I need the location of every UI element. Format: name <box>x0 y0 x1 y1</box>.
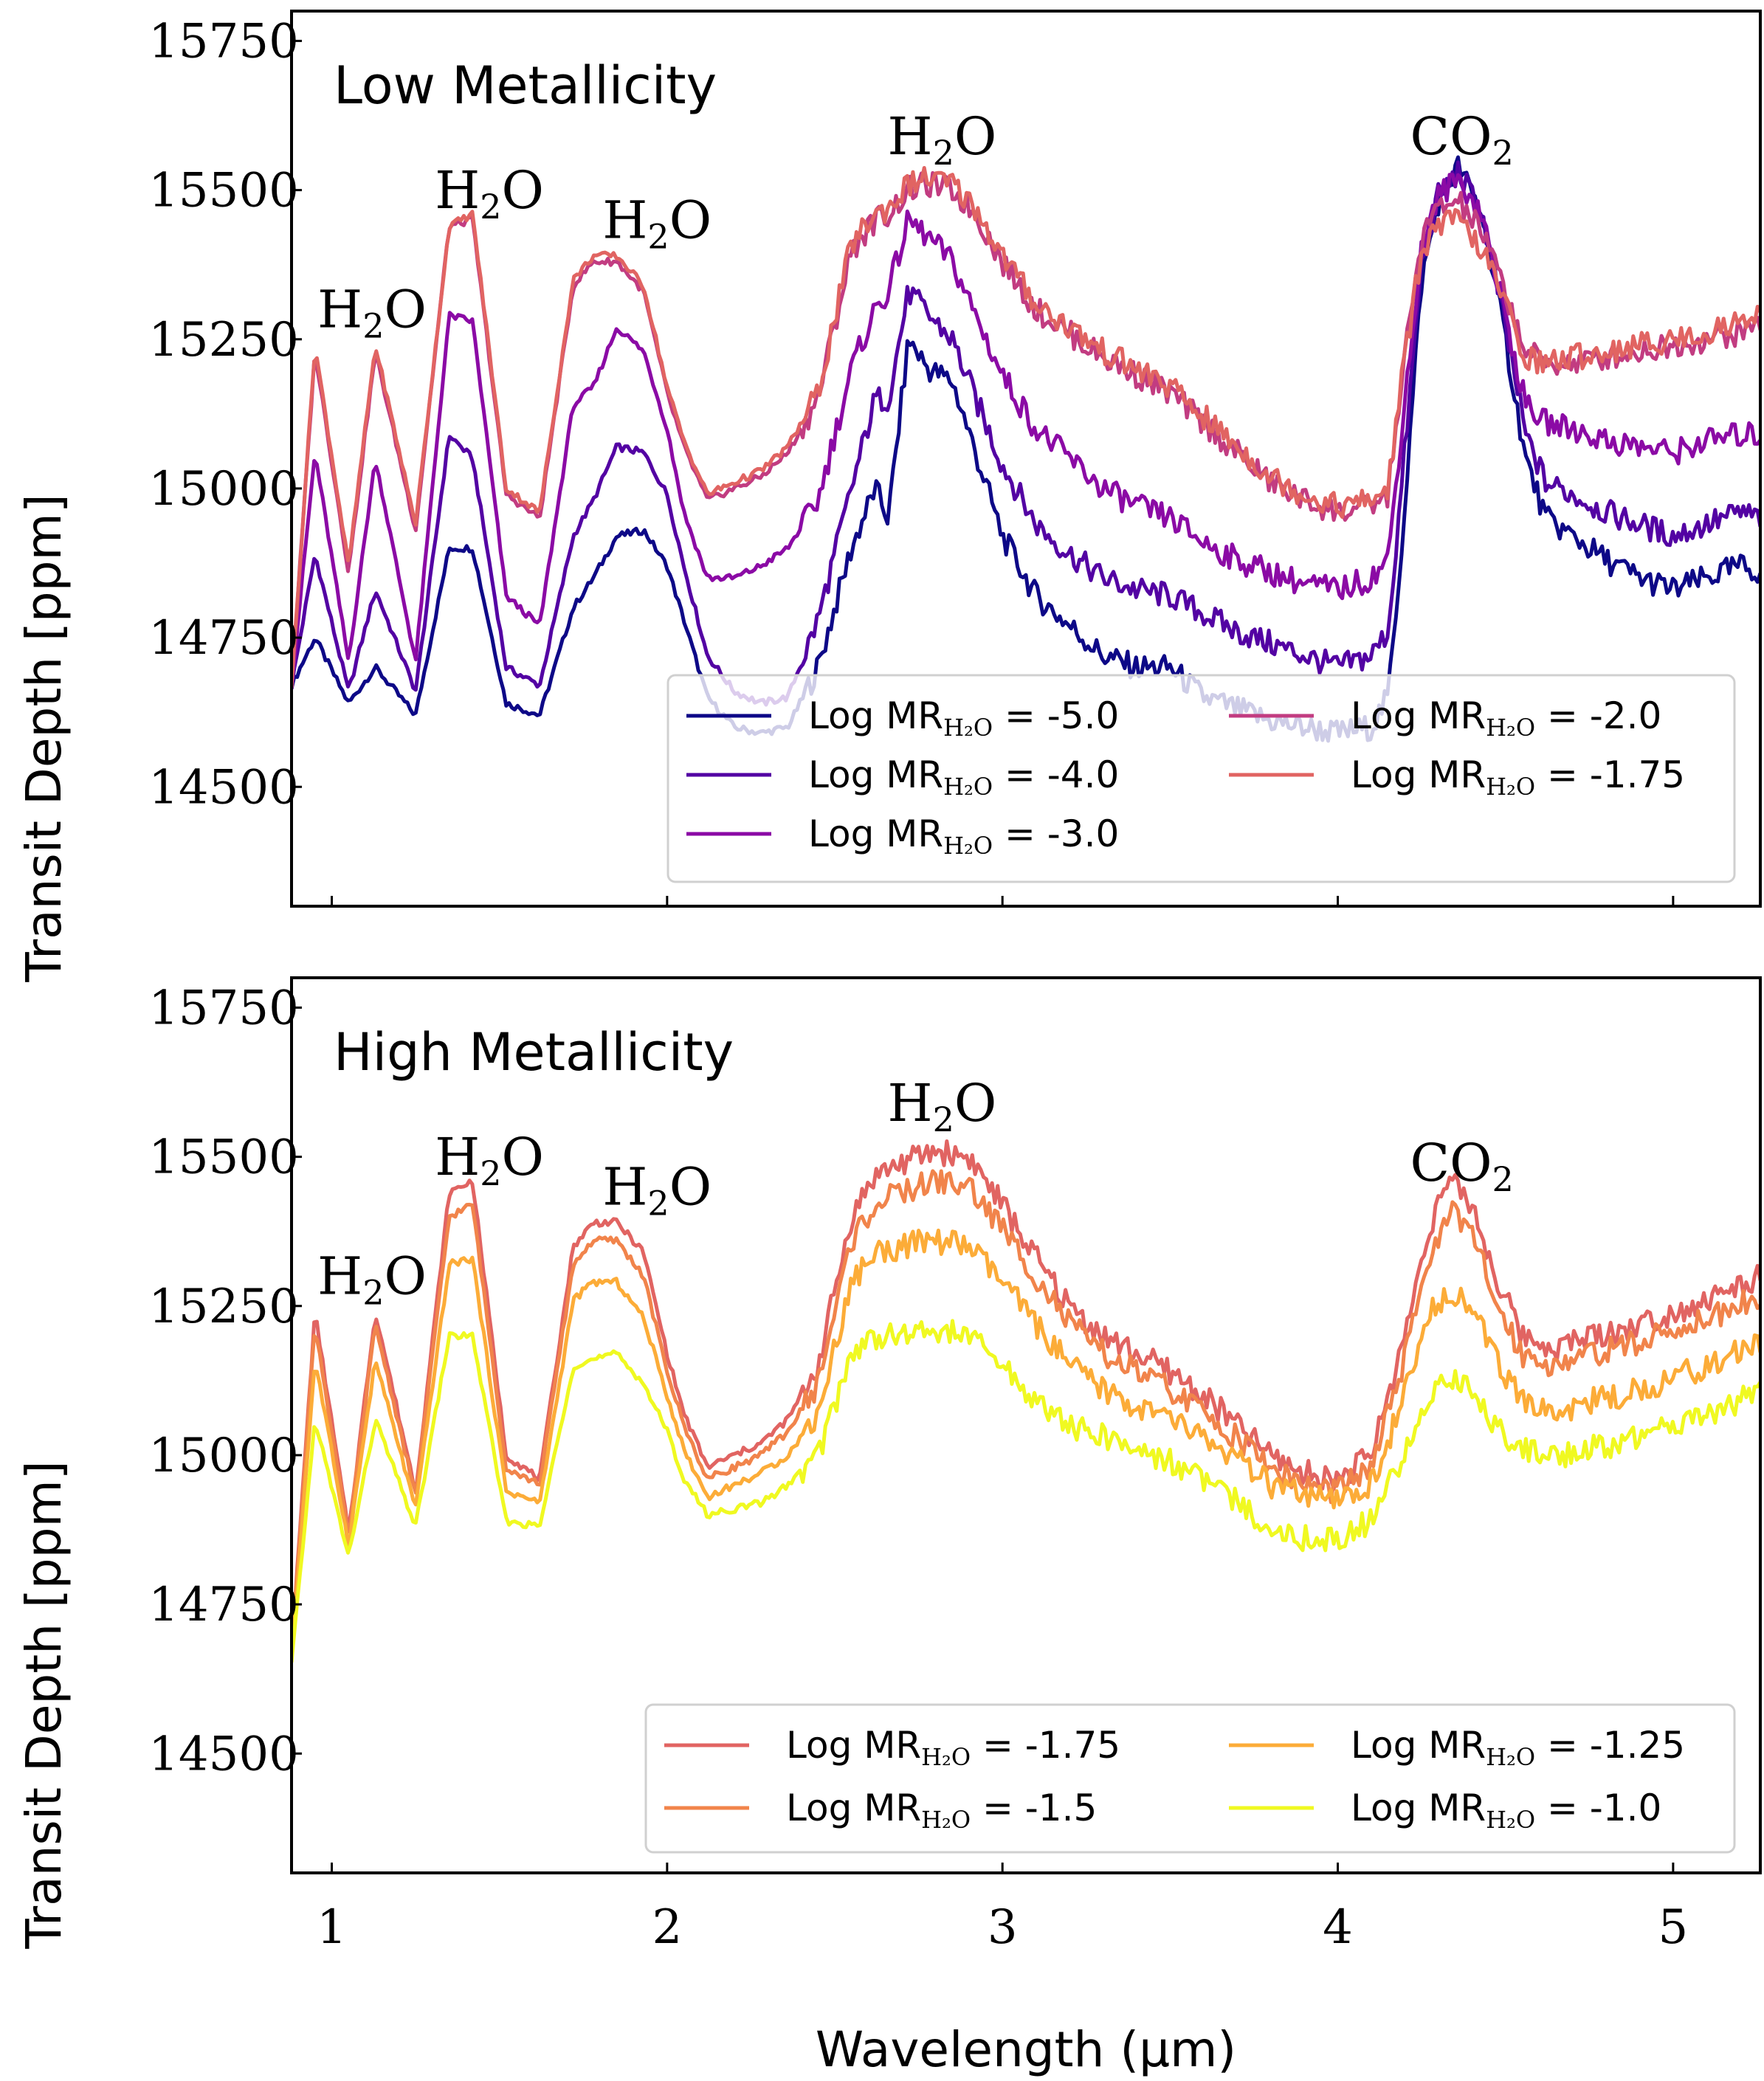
y-axis: 14500 14750 15000 15250 15500 15750 <box>148 14 302 815</box>
series-line <box>292 1169 1760 1654</box>
molecule-label: H2O <box>888 106 997 173</box>
y-tick-label: 15000 <box>148 1429 299 1483</box>
legend-label: Log MRH₂O = -2.0 <box>1351 694 1661 742</box>
legend-item: Log MRH₂O = -1.75 <box>1229 753 1685 801</box>
panel-high-metallicity: 14500 14750 15000 15250 15500 15750 1 2 3 4 5 Hig… <box>148 976 1762 1955</box>
legend-item: Log MRH₂O = -1.25 <box>1229 1724 1685 1771</box>
legend-item: Log MRH₂O = -4.0 <box>686 753 1119 801</box>
legend-item: Log MRH₂O = -1.0 <box>1229 1787 1661 1834</box>
molecule-label: H2O <box>435 1127 544 1193</box>
legend-box <box>644 1703 1736 1854</box>
series-line <box>292 1319 1760 1663</box>
legend-item: Log MRH₂O = -5.0 <box>686 694 1119 742</box>
legend-item: Log MRH₂O = -1.5 <box>664 1787 1097 1834</box>
molecule-label: H2O <box>435 160 544 227</box>
x-tick-label: 4 <box>1323 1900 1353 1955</box>
y-axis: 14500 14750 15000 15250 15500 15750 <box>148 981 302 1781</box>
series-line <box>292 170 1760 688</box>
series-line <box>292 173 1760 689</box>
y-tick-label: 14750 <box>148 611 299 666</box>
y-tick-label: 15750 <box>148 981 299 1035</box>
series-line <box>292 160 1760 707</box>
x-axis: 1 2 3 4 5 <box>317 1863 1688 1955</box>
y-tick-label: 14500 <box>148 1727 299 1781</box>
x-tick-label: 1 <box>317 1900 347 1955</box>
panel-title: High Metallicity <box>334 1022 734 1083</box>
plot-frame <box>290 10 1762 908</box>
y-tick-label: 15250 <box>148 1280 299 1334</box>
x-axis-title: Wavelength (μm) <box>816 2021 1236 2078</box>
panel-title: Low Metallicity <box>334 55 717 116</box>
y-axis-title-bottom: Transit Depth [ppm] <box>15 1460 72 1949</box>
legend-label: Log MRH₂O = -5.0 <box>808 694 1119 742</box>
y-tick-label: 15500 <box>148 164 299 218</box>
x-tick-label: 5 <box>1658 1900 1689 1955</box>
x-axis <box>331 896 1675 906</box>
legend-label: Log MRH₂O = -1.75 <box>1351 753 1685 801</box>
molecule-label: H2O <box>602 190 712 256</box>
legend: Log MRH₂O = -1.75 Log MRH₂O = -1.5 Log MRH… <box>644 1703 1736 1854</box>
y-tick-label: 14750 <box>148 1578 299 1632</box>
legend-item: Log MRH₂O = -2.0 <box>1229 694 1661 742</box>
y-tick-label: 15250 <box>148 313 299 367</box>
molecule-label: H2O <box>317 1246 427 1313</box>
x-tick-label: 2 <box>652 1900 682 1955</box>
plot-frame <box>290 976 1762 1874</box>
series-line <box>292 166 1760 688</box>
legend-label: Log MRH₂O = -1.75 <box>786 1724 1120 1771</box>
legend-box <box>666 674 1736 883</box>
legend-label: Log MRH₂O = -4.0 <box>808 753 1119 801</box>
legend-label: Log MRH₂O = -3.0 <box>808 812 1119 860</box>
molecule-label: CO2 <box>1410 106 1514 173</box>
series-line <box>292 155 1760 743</box>
molecule-label: H2O <box>888 1073 997 1139</box>
series-lines <box>292 1139 1760 1663</box>
series-lines <box>292 155 1760 743</box>
legend-item: Log MRH₂O = -3.0 <box>686 812 1119 860</box>
legend-item: Log MRH₂O = -1.75 <box>664 1724 1120 1771</box>
y-tick-label: 15750 <box>148 14 299 69</box>
x-tick-label: 3 <box>988 1900 1018 1955</box>
y-tick-label: 15000 <box>148 462 299 517</box>
series-line <box>292 1228 1760 1656</box>
legend-label: Log MRH₂O = -1.0 <box>1351 1787 1661 1834</box>
molecule-label: H2O <box>317 280 427 346</box>
legend: Log MRH₂O = -5.0 Log MRH₂O = -4.0 Log MRH₂… <box>666 674 1736 883</box>
legend-label: Log MRH₂O = -1.5 <box>786 1787 1097 1834</box>
y-axis-title-top: Transit Depth [ppm] <box>15 494 72 982</box>
y-tick-label: 15500 <box>148 1131 299 1185</box>
molecule-label: CO2 <box>1410 1133 1514 1199</box>
legend-label: Log MRH₂O = -1.25 <box>1351 1724 1685 1771</box>
y-tick-label: 14500 <box>148 760 299 815</box>
panel-low-metallicity: 14500 14750 15000 15250 15500 15750 Low Metal… <box>148 10 1762 908</box>
molecule-label: H2O <box>602 1156 712 1223</box>
